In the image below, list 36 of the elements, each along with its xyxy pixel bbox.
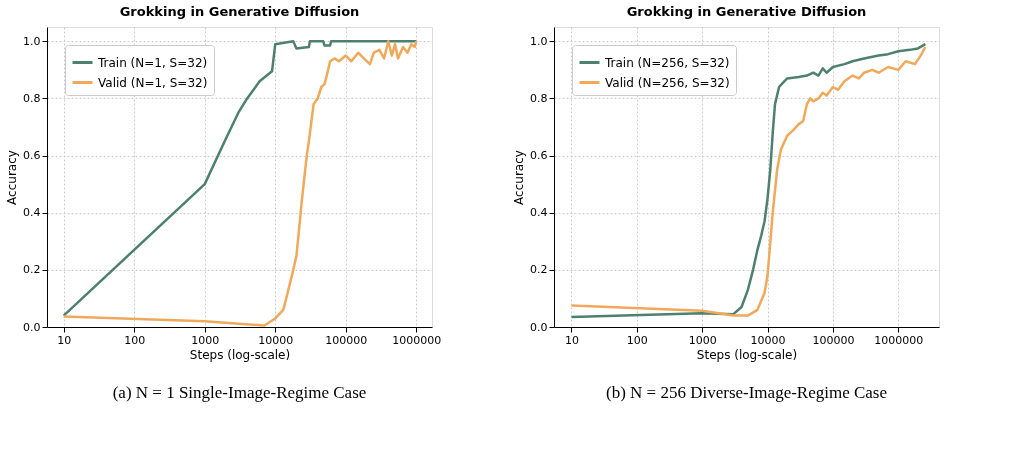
x-tick-label: 1000000 (874, 333, 924, 347)
text: (b) N = 256 Diverse-Image-Regime Case (605, 383, 888, 402)
y-tick-label: 0.0 (530, 320, 548, 334)
x-tick-label: 100000 (812, 333, 855, 347)
x-axis-title: Steps (log-scale) (696, 347, 798, 362)
y-tick-label: 1.0 (530, 34, 548, 48)
legend-label: Valid (N=256, S=32) (605, 75, 730, 90)
y-tick-label: 0.6 (23, 149, 41, 163)
chart-title: Grokking in Generative Diffusion (626, 4, 867, 19)
y-tick-label: 0.8 (23, 91, 41, 105)
chart-title: Grokking in Generative Diffusion (119, 4, 360, 19)
y-tick-label: 1.0 (23, 34, 41, 48)
x-tick-label: 100 (626, 333, 648, 347)
y-tick-label: 0.4 (530, 206, 548, 220)
y-axis-title: Accuracy (512, 150, 527, 205)
y-tick-label: 0.2 (23, 263, 41, 277)
x-tick-label: 100000 (325, 333, 368, 347)
y-tick-label: 0.8 (530, 91, 548, 105)
legend-label: Valid (N=1, S=32) (98, 75, 208, 90)
x-tick-label: 1000 (191, 333, 220, 347)
legend-label: Train (N=1, S=32) (97, 55, 208, 70)
x-tick-label: 1000 (688, 333, 717, 347)
y-tick-label: 0.6 (530, 149, 548, 163)
y-axis-title: Accuracy (5, 150, 20, 205)
x-tick-label: 10 (57, 333, 72, 347)
x-axis-title: Steps (log-scale) (189, 347, 291, 362)
y-tick-label: 0.2 (530, 263, 548, 277)
x-tick-label: 1000000 (392, 333, 442, 347)
y-tick-label: 0.4 (23, 206, 41, 220)
x-tick-label: 10000 (258, 333, 294, 347)
y-tick-label: 0.0 (23, 320, 41, 334)
x-tick-label: 10 (564, 333, 579, 347)
text: (a) N = 1 Single-Image-Regime Case (112, 383, 367, 402)
x-tick-label: 100 (124, 333, 146, 347)
x-tick-label: 10000 (750, 333, 786, 347)
legend-label: Train (N=256, S=32) (604, 55, 730, 70)
